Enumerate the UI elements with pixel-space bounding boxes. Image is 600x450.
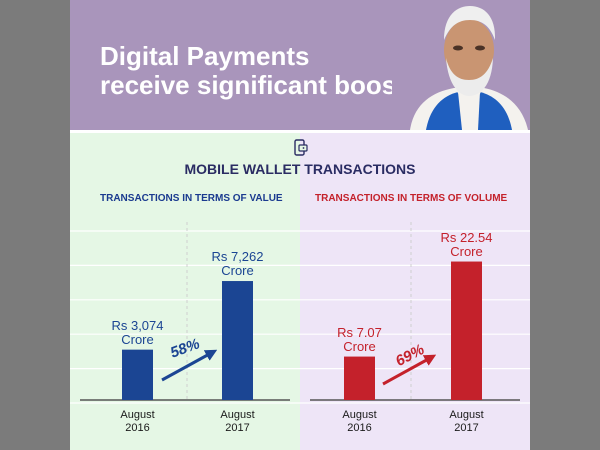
section-title: MOBILE WALLET TRANSACTIONS	[184, 161, 416, 177]
volume-category-label: August 2016	[325, 409, 395, 435]
mobile-wallet-icon	[294, 139, 308, 156]
volume-growth-arrow	[382, 354, 437, 386]
volume-data-label: Rs 22.54 Crore	[417, 229, 517, 259]
value-category-line: 2017	[225, 422, 250, 434]
volume-category-line: 2016	[347, 422, 372, 434]
volume-bar	[451, 261, 482, 400]
value-category-line: 2016	[125, 422, 150, 434]
headline: Digital Payments receive significant boo…	[100, 42, 405, 100]
value-data-label-line: Crore	[121, 331, 154, 347]
header-divider	[70, 130, 530, 133]
header-banner: Digital Payments receive significant boo…	[70, 0, 530, 130]
value-bar	[122, 349, 153, 400]
volume-chart-title: TRANSACTIONS IN TERMS OF VOLUME	[315, 193, 508, 204]
volume-data-label-line: Crore	[450, 243, 483, 259]
value-data-label-line: Rs 7,262	[211, 249, 264, 265]
volume-data-label-line: Rs 7.07	[337, 324, 382, 340]
value-data-label-line: Crore	[221, 263, 254, 279]
value-category-label: August 2017	[203, 409, 273, 435]
value-bar	[222, 281, 253, 400]
infographic-card: Digital Payments receive significant boo…	[70, 0, 530, 450]
portrait-photo	[392, 0, 530, 130]
volume-category-line: August	[342, 409, 377, 421]
value-growth-arrow	[161, 349, 218, 382]
value-category-label: August 2016	[103, 409, 173, 435]
charts-canvas	[70, 222, 530, 404]
value-category-line: August	[220, 409, 255, 421]
volume-bar	[344, 356, 375, 400]
value-data-label: Rs 3,074 Crore	[88, 317, 188, 347]
value-category-line: August	[120, 409, 155, 421]
volume-data-label-line: Crore	[343, 338, 376, 354]
headline-line-2: receive significant boost	[100, 70, 405, 100]
headline-line-1: Digital Payments	[100, 41, 310, 71]
volume-panel	[300, 133, 530, 450]
value-panel	[70, 133, 300, 450]
volume-category-line: August	[449, 409, 484, 421]
value-chart-title: TRANSACTIONS IN TERMS OF VALUE	[100, 193, 283, 204]
value-data-label-line: Rs 3,074	[111, 317, 164, 333]
value-data-label: Rs 7,262 Crore	[188, 250, 288, 278]
volume-data-label-line: Rs 22.54	[440, 229, 493, 245]
volume-category-line: 2017	[454, 422, 479, 434]
volume-category-label: August 2017	[432, 409, 502, 435]
volume-data-label: Rs 7.07 Crore	[310, 324, 410, 354]
